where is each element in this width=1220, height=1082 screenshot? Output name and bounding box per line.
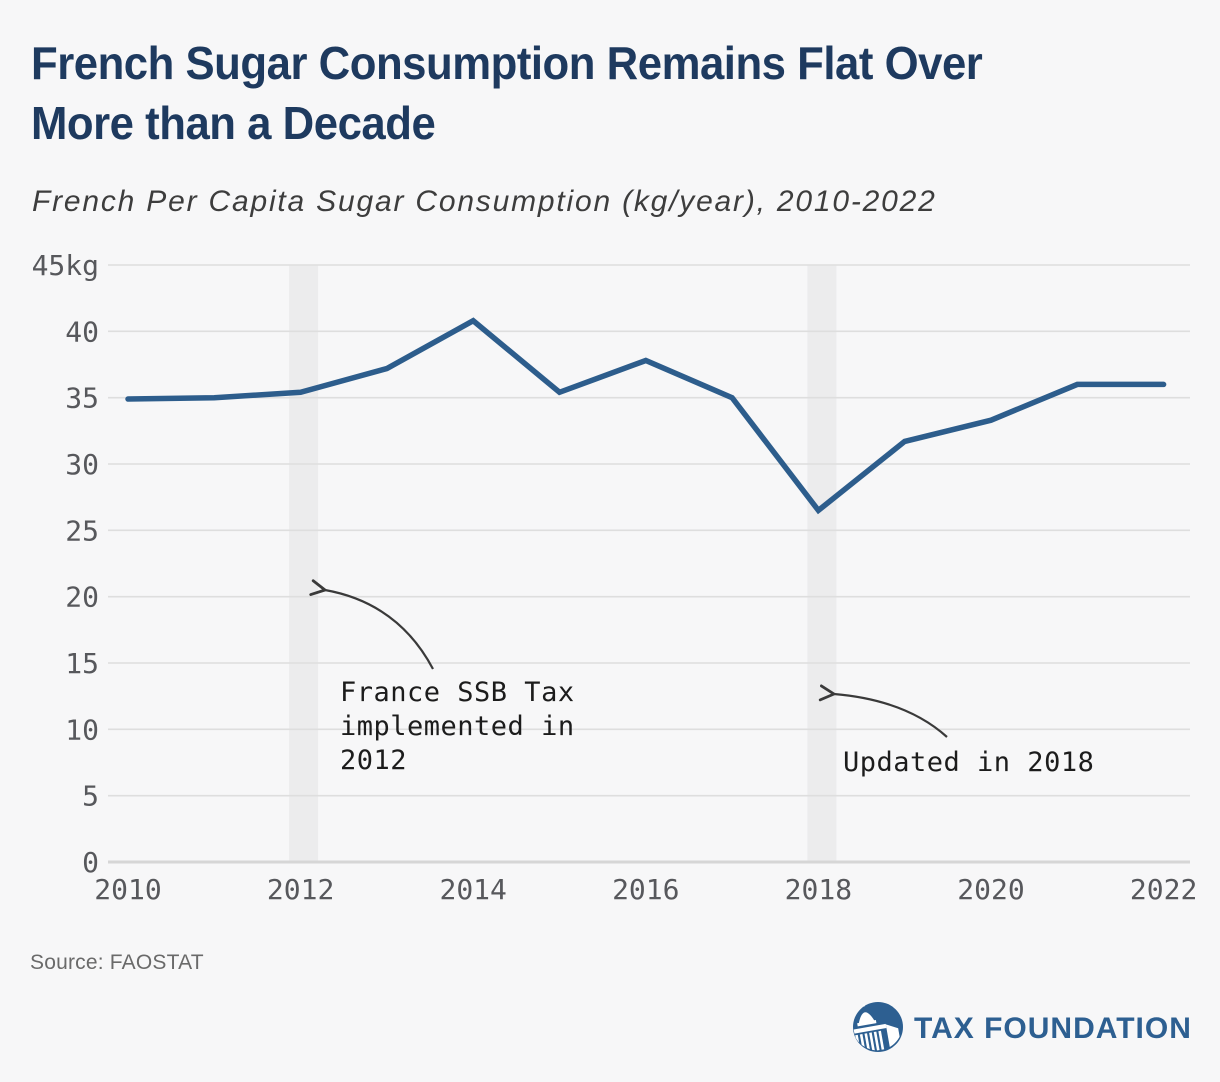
y-tick-label: 45kg: [32, 249, 99, 282]
data-line-sugar-consumption: [125, 317, 1167, 515]
annotation-updated-2018: Updated in 2018: [843, 747, 1095, 778]
x-tick-label: 2012: [267, 873, 334, 906]
title-line-2: More than a Decade: [31, 97, 436, 149]
tax-foundation-logo-icon: [853, 1000, 903, 1054]
x-tick-label: 2014: [439, 873, 506, 906]
x-tick-label: 2018: [785, 873, 852, 906]
y-tick-label: 30: [65, 448, 99, 481]
source-note: Source: FAOSTAT: [30, 951, 204, 974]
title-line-1: French Sugar Consumption Remains Flat Ov…: [31, 37, 983, 89]
y-tick-label: 25: [65, 514, 99, 547]
y-tick-label: 5: [82, 780, 99, 813]
highlight-band-2018: [807, 265, 837, 862]
x-tick-label: 2020: [957, 873, 1024, 906]
y-tick-label: 40: [65, 315, 99, 348]
annotation-arrow-2018: [818, 684, 948, 738]
chart-subtitle: French Per Capita Sugar Consumption (kg/…: [32, 185, 937, 218]
x-tick-label: 2010: [94, 873, 161, 906]
y-tick-label: 35: [65, 382, 99, 415]
y-tick-label: 15: [65, 647, 99, 680]
tax-foundation-logo-text: TAX FOUNDATION: [914, 1012, 1192, 1045]
y-tick-label: 10: [65, 713, 99, 746]
annotation-arrow-2012: [309, 579, 434, 670]
y-tick-label: 0: [82, 846, 99, 879]
page-title: French Sugar Consumption Remains Flat Ov…: [31, 33, 1190, 153]
x-tick-label: 2016: [612, 873, 679, 906]
highlight-band-2012: [289, 265, 319, 862]
x-tick-label: 2022: [1130, 873, 1197, 906]
y-tick-label: 20: [65, 581, 99, 614]
annotation-ssb-tax-2012: France SSB Tax implemented in 2012: [340, 677, 575, 776]
chart-layers: 0 5 10 15 20 25 30 35 40 45kg 2010 2012 2014 2016 2018…: [32, 249, 1198, 906]
